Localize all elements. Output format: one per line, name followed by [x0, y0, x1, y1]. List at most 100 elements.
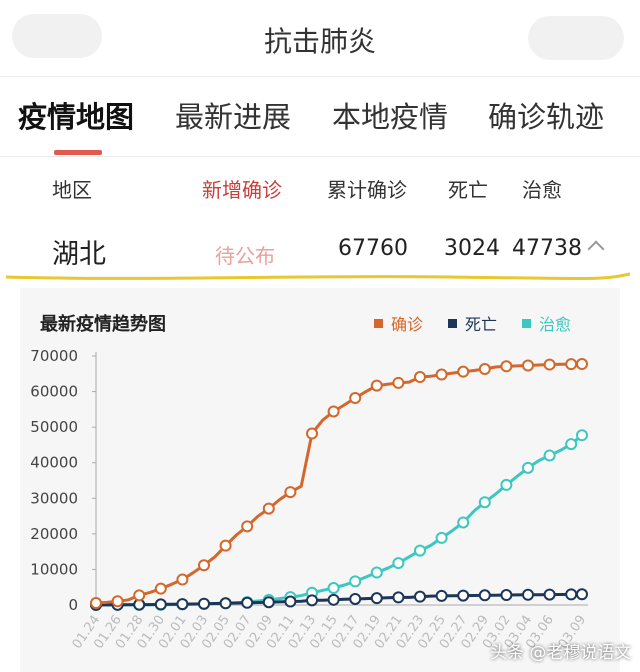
data-point: [219, 539, 232, 552]
legend-swatch-cured: [522, 318, 531, 328]
data-point: [435, 589, 448, 602]
data-point: [370, 592, 383, 605]
series-line: [96, 434, 583, 607]
y-tick-label: 70000: [30, 347, 78, 365]
data-point: [522, 461, 534, 474]
col-header-cured[interactable]: 治愈: [522, 178, 562, 202]
data-point: [565, 588, 578, 601]
data-point: [284, 595, 297, 608]
data-point: [349, 592, 362, 605]
legend-swatch-confirmed: [374, 318, 383, 328]
data-point: [435, 531, 448, 544]
data-point: [370, 379, 383, 392]
top-bar: 抗击肺炎: [0, 0, 640, 77]
data-point: [478, 496, 491, 509]
y-tick-label: 0: [68, 596, 78, 614]
legend-item-cured[interactable]: 治愈: [522, 311, 571, 335]
more-button[interactable]: [528, 16, 624, 60]
data-point: [327, 593, 340, 606]
divider: [0, 156, 640, 157]
data-point: [543, 449, 556, 462]
tab-epidemic-map[interactable]: 疫情地图: [18, 100, 135, 134]
deaths-value: 3024: [444, 236, 500, 261]
data-point: [457, 516, 470, 529]
data-point: [392, 557, 405, 570]
active-tab-indicator: [54, 150, 102, 155]
data-point: [241, 520, 254, 533]
tab-bar: 疫情地图 最新进展 本地疫情 确诊轨迹: [0, 90, 640, 156]
data-point: [154, 582, 167, 595]
data-point: [576, 588, 588, 601]
data-point: [576, 358, 588, 371]
col-header-total-confirmed[interactable]: 累计确诊: [327, 178, 407, 202]
data-point: [327, 405, 340, 418]
data-point: [457, 589, 470, 602]
watermark: 头条 @老穆说语文: [490, 643, 632, 663]
data-point: [327, 582, 340, 595]
data-point: [176, 598, 189, 611]
data-point: [370, 566, 383, 579]
data-point: [414, 590, 426, 603]
legend-label-confirmed: 确诊: [391, 315, 424, 334]
legend-swatch-deaths: [448, 318, 457, 328]
data-point: [306, 594, 318, 607]
legend-label-deaths: 死亡: [465, 315, 498, 334]
y-tick-label: 50000: [30, 418, 78, 436]
region-name: 湖北: [52, 239, 106, 270]
col-header-region: 地区: [52, 178, 92, 202]
col-header-new-confirmed[interactable]: 新增确诊: [202, 178, 282, 202]
data-point: [198, 597, 210, 610]
data-point: [478, 363, 491, 376]
data-point: [392, 376, 405, 389]
data-point: [500, 589, 513, 602]
data-point: [435, 368, 448, 381]
data-point: [543, 358, 556, 371]
data-point: [349, 392, 362, 405]
data-point: [176, 573, 189, 586]
back-button[interactable]: [12, 14, 102, 58]
data-point: [306, 427, 318, 440]
cured-value: 47738: [512, 236, 582, 261]
data-point: [262, 502, 275, 515]
y-tick-label: 10000: [30, 560, 78, 578]
data-point: [500, 478, 513, 491]
legend-label-cured: 治愈: [539, 315, 572, 334]
tab-local-epidemic[interactable]: 本地疫情: [332, 100, 449, 134]
data-point: [576, 429, 588, 442]
tab-latest-progress[interactable]: 最新进展: [175, 100, 292, 134]
highlight-underline: [5, 272, 631, 281]
total-confirmed-value: 67760: [338, 236, 408, 261]
data-point: [500, 360, 513, 373]
col-header-deaths[interactable]: 死亡: [448, 178, 488, 202]
data-point: [90, 597, 102, 610]
data-point: [522, 359, 534, 372]
data-point: [543, 588, 556, 601]
data-point: [198, 559, 210, 572]
data-point: [565, 358, 578, 371]
y-tick-label: 60000: [30, 383, 78, 401]
y-tick-label: 40000: [30, 454, 78, 472]
data-point: [457, 365, 470, 378]
legend-item-confirmed[interactable]: 确诊: [374, 311, 423, 335]
y-tick-label: 30000: [30, 489, 78, 507]
new-confirmed-value: 待公布: [215, 244, 275, 268]
data-point: [565, 438, 578, 451]
data-point: [414, 544, 426, 557]
tab-diagnosis-trace[interactable]: 确诊轨迹: [488, 100, 605, 134]
data-point: [414, 371, 426, 384]
data-point: [133, 589, 146, 602]
data-point: [349, 575, 362, 588]
data-point: [154, 598, 167, 611]
data-point: [241, 596, 254, 609]
legend-item-deaths[interactable]: 死亡: [448, 311, 497, 335]
data-point: [284, 486, 297, 499]
data-point: [219, 597, 232, 610]
y-tick-label: 20000: [30, 525, 78, 543]
data-point: [522, 588, 534, 601]
page-title: 抗击肺炎: [263, 25, 376, 58]
data-point: [392, 591, 405, 604]
data-point: [111, 595, 124, 608]
data-point: [478, 589, 491, 602]
chart-title: 最新疫情趋势图: [40, 314, 166, 335]
